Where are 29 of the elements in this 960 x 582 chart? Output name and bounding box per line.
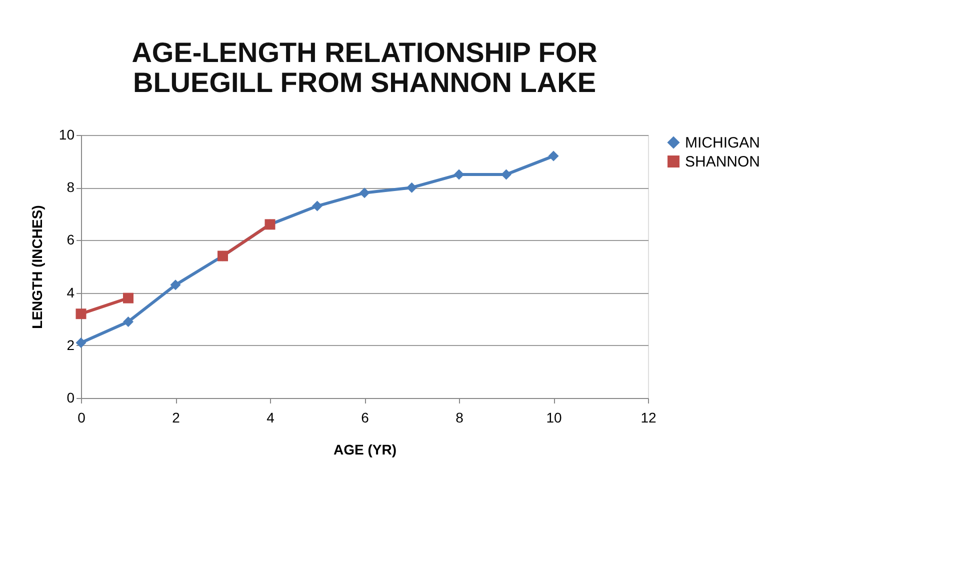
y-tick-label: 6 (66, 232, 75, 248)
point (548, 150, 559, 162)
point (123, 316, 134, 327)
legend-label: MICHIGAN (685, 134, 760, 152)
x-tick-label: 8 (456, 410, 464, 426)
legend-label: SHANNON (685, 154, 760, 170)
x-tick-label: 12 (640, 410, 656, 426)
point (501, 169, 512, 180)
y-tick-label: 10 (58, 126, 75, 142)
y-tick-label: 2 (66, 336, 75, 353)
point (454, 169, 464, 180)
point (406, 182, 417, 193)
x-tick-label: 2 (172, 410, 180, 426)
x-axis-title: AGE (YR) (334, 442, 396, 458)
x-tick-label: 6 (361, 410, 370, 426)
point (359, 188, 370, 198)
chart-title: AGE-LENGTH RELATIONSHIP FOR BLUEGILL FROM SHANNON LAKE (132, 37, 598, 98)
y-tick-label: 0 (66, 390, 75, 406)
x-tick-label: 10 (546, 410, 562, 426)
y-tick-label: 8 (66, 179, 75, 196)
point (76, 338, 86, 348)
x-tick-label: 0 (78, 410, 86, 426)
y-axis-title: LENGTH (INCHES) (28, 205, 45, 329)
y-tick-label: 4 (66, 284, 75, 300)
point (170, 280, 181, 290)
point (76, 308, 86, 320)
x-tick-label: 4 (266, 410, 275, 426)
point (312, 200, 322, 212)
point (123, 292, 134, 304)
